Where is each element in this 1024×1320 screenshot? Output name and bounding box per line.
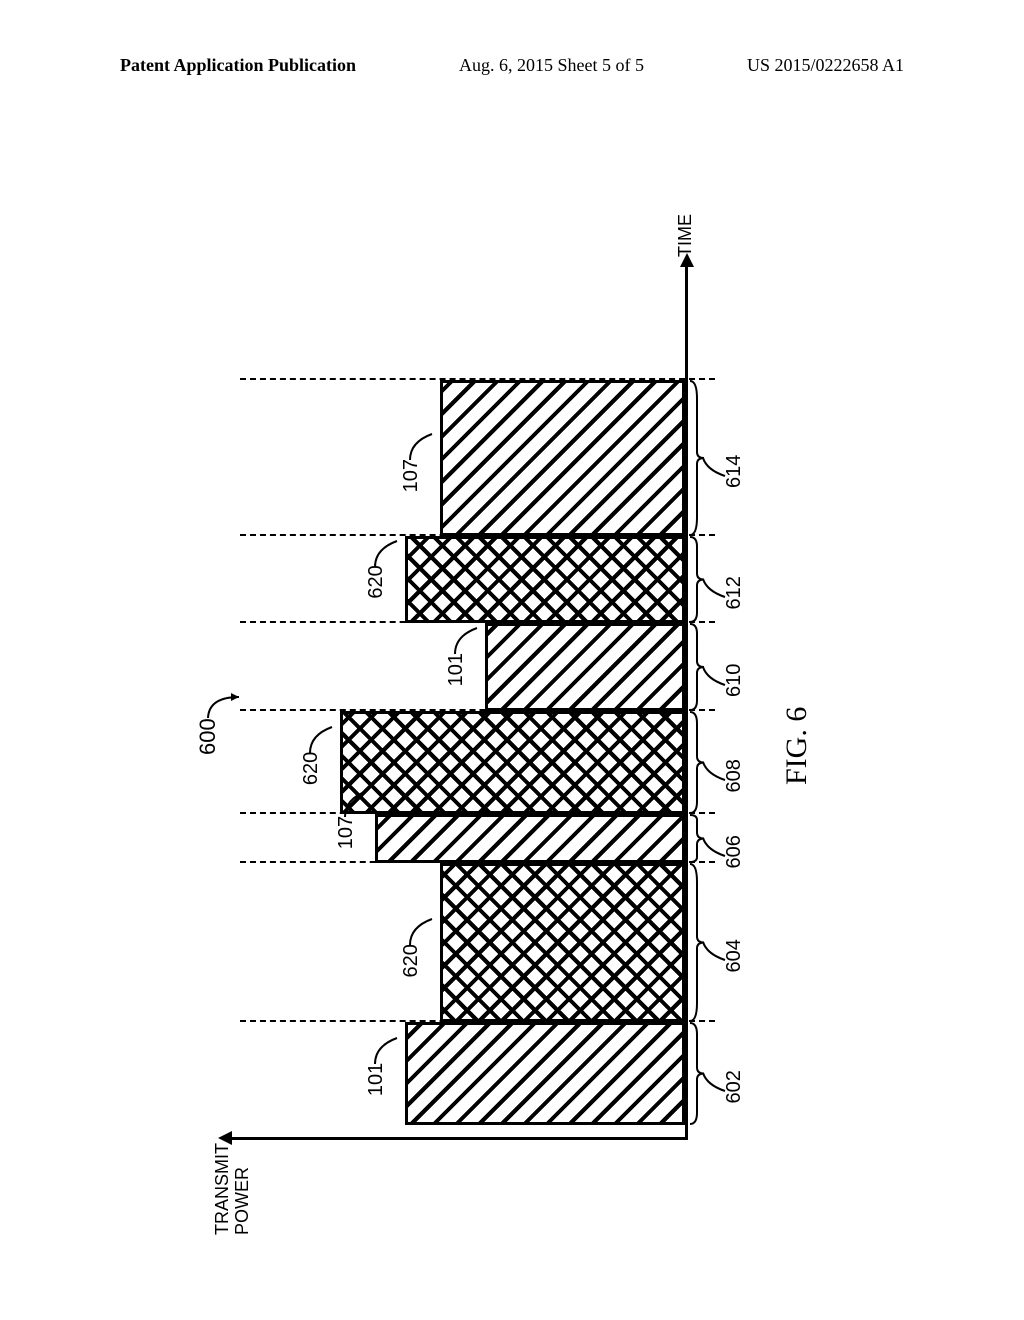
page-header: Patent Application Publication Aug. 6, 2…	[0, 55, 1024, 76]
segment-label: 606	[723, 835, 746, 868]
x-axis-label: TIME	[675, 214, 696, 257]
leader-curve-icon	[408, 422, 438, 462]
y-axis-label-line2: POWER	[232, 1167, 253, 1235]
bar-614_bar	[440, 380, 685, 536]
segment-label: 602	[723, 1070, 746, 1103]
header-center: Aug. 6, 2015 Sheet 5 of 5	[459, 55, 644, 76]
header-right: US 2015/0222658 A1	[747, 55, 904, 76]
bar-ref-label: 620	[400, 944, 423, 977]
y-axis-label-line1: TRANSMIT	[212, 1143, 233, 1235]
bar-606_bar	[375, 814, 685, 863]
bar-612_bar	[405, 536, 685, 623]
figure-6-chart: 101 620 107 620 101 620 107 602 604 606 608 610 612 6…	[125, 175, 915, 1255]
header-left: Patent Application Publication	[120, 55, 356, 76]
x-axis	[685, 265, 688, 1140]
bar-ref-label: 620	[365, 565, 388, 598]
figure-id-label: 600	[195, 718, 221, 755]
leader-curve-icon	[308, 715, 338, 755]
bar-ref-label: 107	[335, 816, 358, 849]
bar-ref-label: 101	[365, 1063, 388, 1096]
segment-label: 604	[723, 939, 746, 972]
leader-curve-icon	[373, 1026, 403, 1066]
leader-curve-icon	[408, 907, 438, 947]
bar-610_bar	[485, 623, 685, 711]
figure-caption: FIG. 6	[780, 707, 814, 785]
bar-608_bar	[340, 711, 685, 814]
segment-label: 610	[723, 664, 746, 697]
y-axis	[230, 1137, 688, 1140]
bar-ref-label: 101	[445, 653, 468, 686]
bar-ref-label: 107	[400, 459, 423, 492]
bar-602_bar	[405, 1022, 685, 1125]
leader-curve-icon	[373, 529, 403, 569]
figure-id-leader-icon	[205, 681, 245, 721]
bar-ref-label: 620	[300, 752, 323, 785]
segment-label: 614	[723, 455, 746, 488]
bar-604_bar	[440, 863, 685, 1022]
segment-label: 612	[723, 576, 746, 609]
figure-6-container: 101 620 107 620 101 620 107 602 604 606 608 610 612 6…	[125, 175, 915, 1255]
segment-label: 608	[723, 759, 746, 792]
